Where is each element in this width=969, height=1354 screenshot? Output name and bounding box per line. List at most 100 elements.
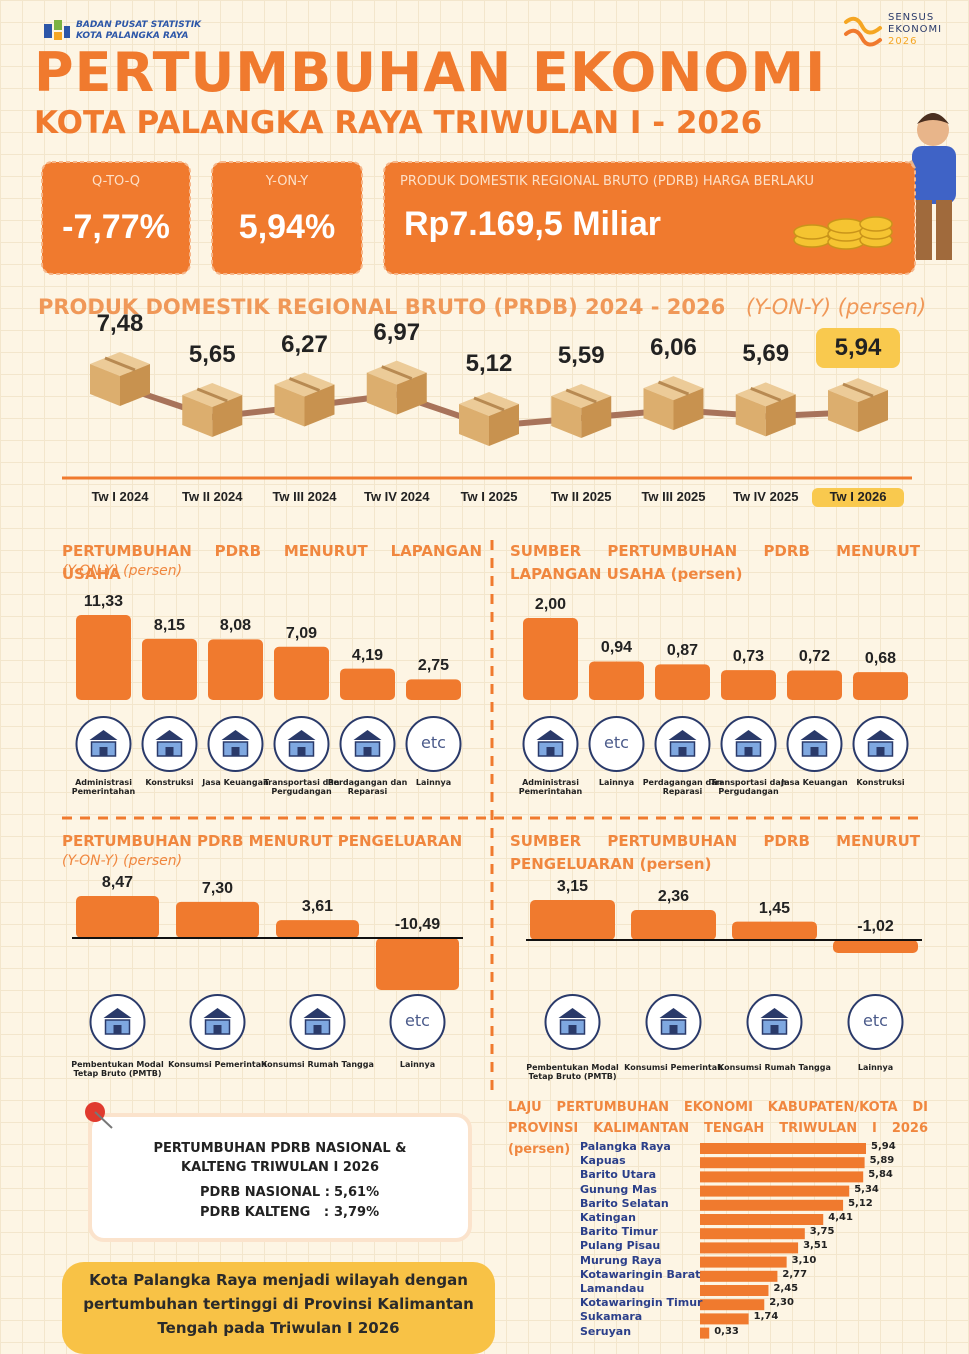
icon-glyph: [866, 730, 895, 740]
value-label: 0,73: [732, 648, 765, 666]
bar: [853, 672, 908, 700]
box-tape: [288, 377, 321, 392]
chart-subtitle: (Y-ON-Y) (persen): [62, 853, 183, 869]
value-label: 6,97: [373, 318, 421, 346]
box-left: [459, 404, 489, 446]
bar: [833, 940, 918, 953]
bar: [700, 1199, 844, 1211]
page-title: PERTUMBUHAN EKONOMI: [34, 41, 827, 104]
box-tape: [657, 380, 690, 396]
icon-glyph: [165, 747, 174, 756]
note-title: PERTUMBUHAN PDRB NASIONAL & KALTENG TRIW…: [153, 1141, 407, 1175]
bar: [655, 664, 710, 700]
box-left: [735, 394, 766, 437]
box-marker: [643, 376, 704, 431]
box-right: [858, 390, 888, 433]
value-label: 3,51: [803, 1240, 828, 1252]
y-tick-label: Sukamara: [580, 1310, 643, 1324]
conclusion-text: Kota Palangka Raya menjadi wilayah denga…: [83, 1271, 474, 1337]
y-tick-label: Pulang Pisau: [580, 1239, 661, 1253]
bar: [700, 1214, 824, 1225]
kpi-label: PRODUK DOMESTIK REGIONAL BRUTO (PDRB) HA…: [400, 174, 814, 189]
y-tick-label: Kotawaringin Timur: [580, 1296, 703, 1310]
icon-glyph: [568, 1025, 577, 1034]
x-tick-label: Perdagangan dan Reparasi: [327, 778, 408, 797]
icon-glyph: [760, 1008, 789, 1018]
bar: [589, 661, 644, 700]
icon-glyph: [99, 747, 108, 756]
box-marker: [459, 392, 519, 446]
y-tick-label: Barito Utara: [580, 1168, 657, 1182]
bar: [276, 920, 359, 938]
icon-glyph: [876, 747, 885, 756]
value-label: 5,12: [465, 350, 513, 377]
icon-glyph: [659, 1008, 688, 1018]
icon-text: etc: [421, 733, 446, 752]
bar: [721, 670, 776, 700]
box-left: [274, 384, 305, 427]
bar: [700, 1270, 778, 1282]
x-tick-label: Lainnya: [415, 778, 452, 787]
value-label: 8,15: [153, 616, 186, 634]
icon-glyph: [203, 1008, 232, 1018]
kpi-card: [383, 161, 916, 275]
icon-glyph: [297, 747, 306, 756]
value-label: 5,84: [868, 1169, 893, 1181]
bar: [530, 900, 615, 940]
kpi-label: Q-TO-Q: [91, 174, 141, 189]
box-marker: [182, 383, 243, 438]
icon-text: etc: [405, 1011, 430, 1030]
kpi-value: Rp7.169,5 Miliar: [404, 205, 662, 243]
value-label: 5,34: [854, 1183, 879, 1195]
chart-title: PERTUMBUHAN PDRB MENURUT LAPANGAN USAHA: [62, 542, 482, 583]
bar: [142, 638, 197, 700]
bar: [700, 1299, 765, 1311]
bar: [700, 1313, 749, 1325]
bar: [700, 1228, 805, 1240]
box-tape: [104, 356, 136, 372]
y-tick-label: Murung Raya: [580, 1253, 662, 1267]
x-tick-label: Tw II 2024: [182, 489, 243, 504]
bar: [700, 1157, 865, 1169]
kpi-card: [211, 161, 363, 275]
x-tick-label: Jasa Keuangan: [781, 778, 848, 787]
icon-glyph: [213, 1025, 222, 1034]
box-marker: [274, 372, 335, 427]
coins: [793, 216, 893, 250]
value-label: 3,15: [556, 878, 589, 895]
y-tick-label: Gunung Mas: [580, 1182, 657, 1196]
bar: [700, 1143, 866, 1154]
y-tick-label: Barito Selatan: [580, 1196, 669, 1210]
value-label: 3,61: [301, 898, 334, 916]
box-left: [551, 396, 582, 439]
value-label: 7,48: [96, 310, 144, 337]
icon-glyph: [800, 730, 829, 740]
value-label: 0,33: [714, 1325, 739, 1337]
value-label: 0,94: [600, 639, 633, 657]
x-tick-label: Konsumsi Pemerintah: [168, 1060, 267, 1069]
kpi-card: [41, 161, 191, 275]
icon-text: etc: [604, 733, 629, 752]
x-tick-label: Tw III 2024: [272, 489, 337, 504]
x-tick-label: Tw II 2025: [551, 489, 612, 504]
kpi-value: -7,77%: [62, 208, 170, 246]
x-tick-label: Pembentukan Modal Tetap Bruto (PMTB): [71, 1060, 164, 1079]
note-value: 5,61%: [334, 1185, 380, 1200]
icon-glyph: [231, 747, 240, 756]
box-marker: [828, 378, 888, 433]
box-tape: [565, 388, 597, 404]
box-left: [828, 390, 858, 433]
box-right: [765, 394, 796, 437]
chart-title: LAJU PERTUMBUHAN EKONOMI KABUPATEN/KOTA …: [508, 1100, 928, 1157]
note-label: PDRB NASIONAL :: [200, 1185, 330, 1200]
box-tape: [196, 387, 228, 403]
box-right: [489, 404, 519, 446]
value-label: 1,45: [758, 899, 791, 917]
census-text: SENSUS: [888, 12, 935, 23]
x-tick-label: Pembentukan Modal Tetap Bruto (PMTB): [526, 1063, 619, 1082]
bar: [76, 896, 159, 938]
box-tape: [473, 396, 505, 412]
icon-glyph: [303, 1008, 332, 1018]
value-label: 0,87: [666, 642, 699, 660]
